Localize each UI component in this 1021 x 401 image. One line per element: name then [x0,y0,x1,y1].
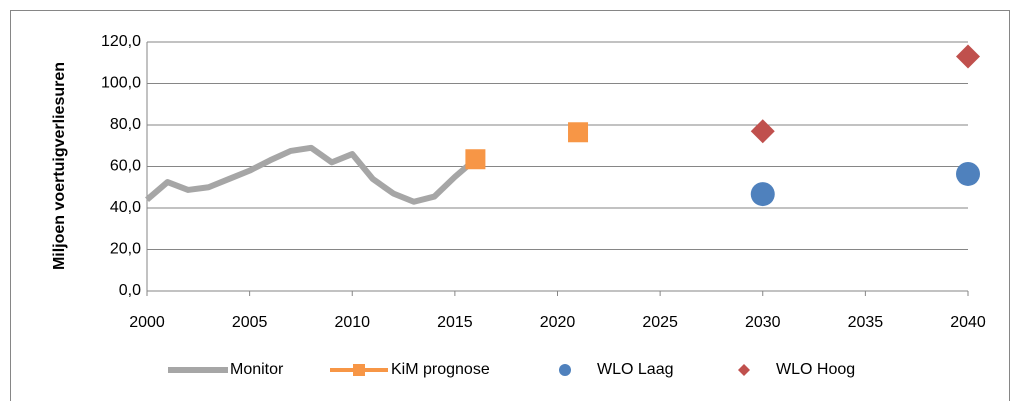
data-point [568,122,589,143]
legend-label: Monitor [230,361,284,378]
x-tick-label: 2040 [950,314,986,331]
x-tick-label: 2000 [129,314,165,331]
legend-label: KiM prognose [391,361,490,378]
legend-swatch [738,364,750,376]
x-tick-label: 2005 [232,314,268,331]
x-tick-label: 2010 [334,314,370,331]
data-point [956,44,980,69]
y-tick-label: 40,0 [110,199,141,216]
x-tick-label: 2015 [437,314,473,331]
x-tick-label: 2025 [642,314,678,331]
chart-frame [10,10,1010,401]
x-tick-label: 2020 [540,314,576,331]
legend-swatch [353,364,365,376]
data-point [956,161,980,186]
y-tick-label: 0,0 [119,282,141,299]
data-point [465,149,486,170]
y-tick-label: 60,0 [110,158,141,175]
y-tick-label: 20,0 [110,241,141,258]
legend-label: WLO Laag [597,361,673,378]
y-tick-label: 120,0 [101,33,141,50]
series-line [145,144,478,205]
y-tick-label: 80,0 [110,116,141,133]
legend-label: WLO Hoog [776,361,855,378]
x-tick-label: 2030 [745,314,781,331]
y-axis-title: Miljoen voertuigverliesuren [51,62,68,270]
y-tick-label: 100,0 [101,75,141,92]
x-tick-label: 2035 [848,314,884,331]
data-point [750,182,775,207]
data-point [750,119,775,144]
legend-swatch [559,364,571,376]
